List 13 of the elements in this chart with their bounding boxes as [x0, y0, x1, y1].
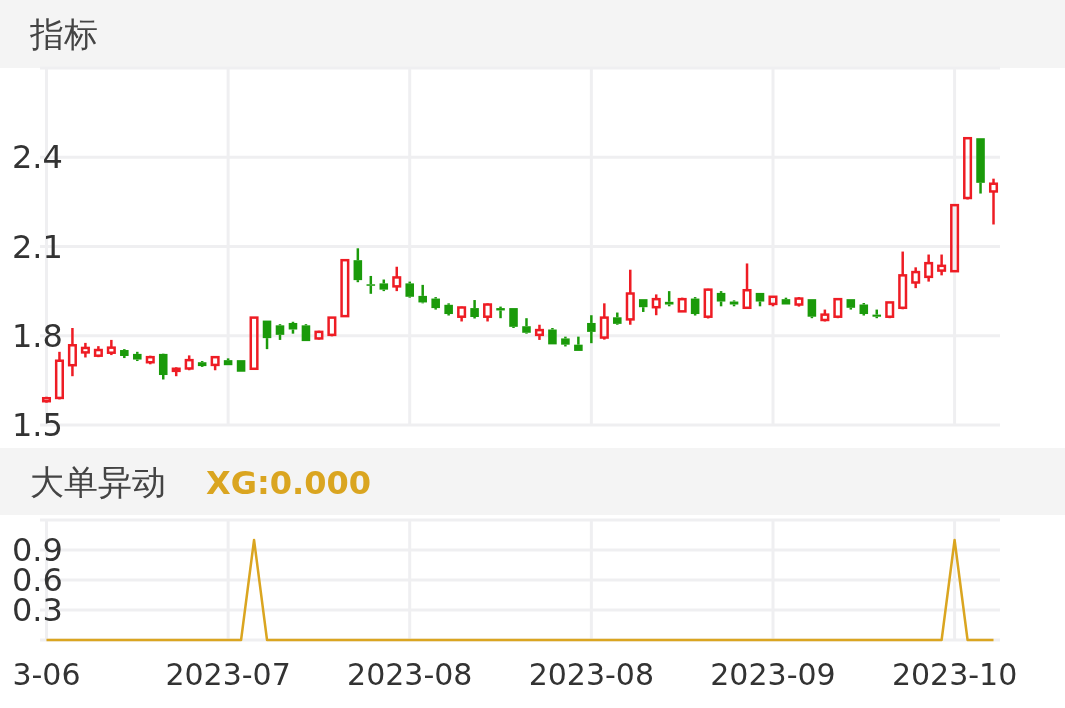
y-tick-label: 1.5: [12, 406, 63, 444]
x-tick-label: 2023-08: [347, 657, 473, 692]
series-label: XG:0.000: [206, 463, 371, 502]
x-tick-label: 2023-08: [528, 657, 655, 692]
x-tick-label: 3-06: [12, 657, 81, 692]
y-tick-label: 2.4: [12, 138, 63, 177]
y-tick-label: 1.8: [12, 316, 63, 355]
chart-title: 指标: [29, 14, 98, 54]
x-tick-label: 2023-07: [165, 657, 291, 692]
y-tick-label: 2.1: [12, 227, 63, 266]
x-tick-label: 2023-10: [891, 657, 1018, 692]
chart-title: 大单异动: [30, 461, 166, 502]
x-tick-label: 2023-09: [710, 657, 836, 692]
